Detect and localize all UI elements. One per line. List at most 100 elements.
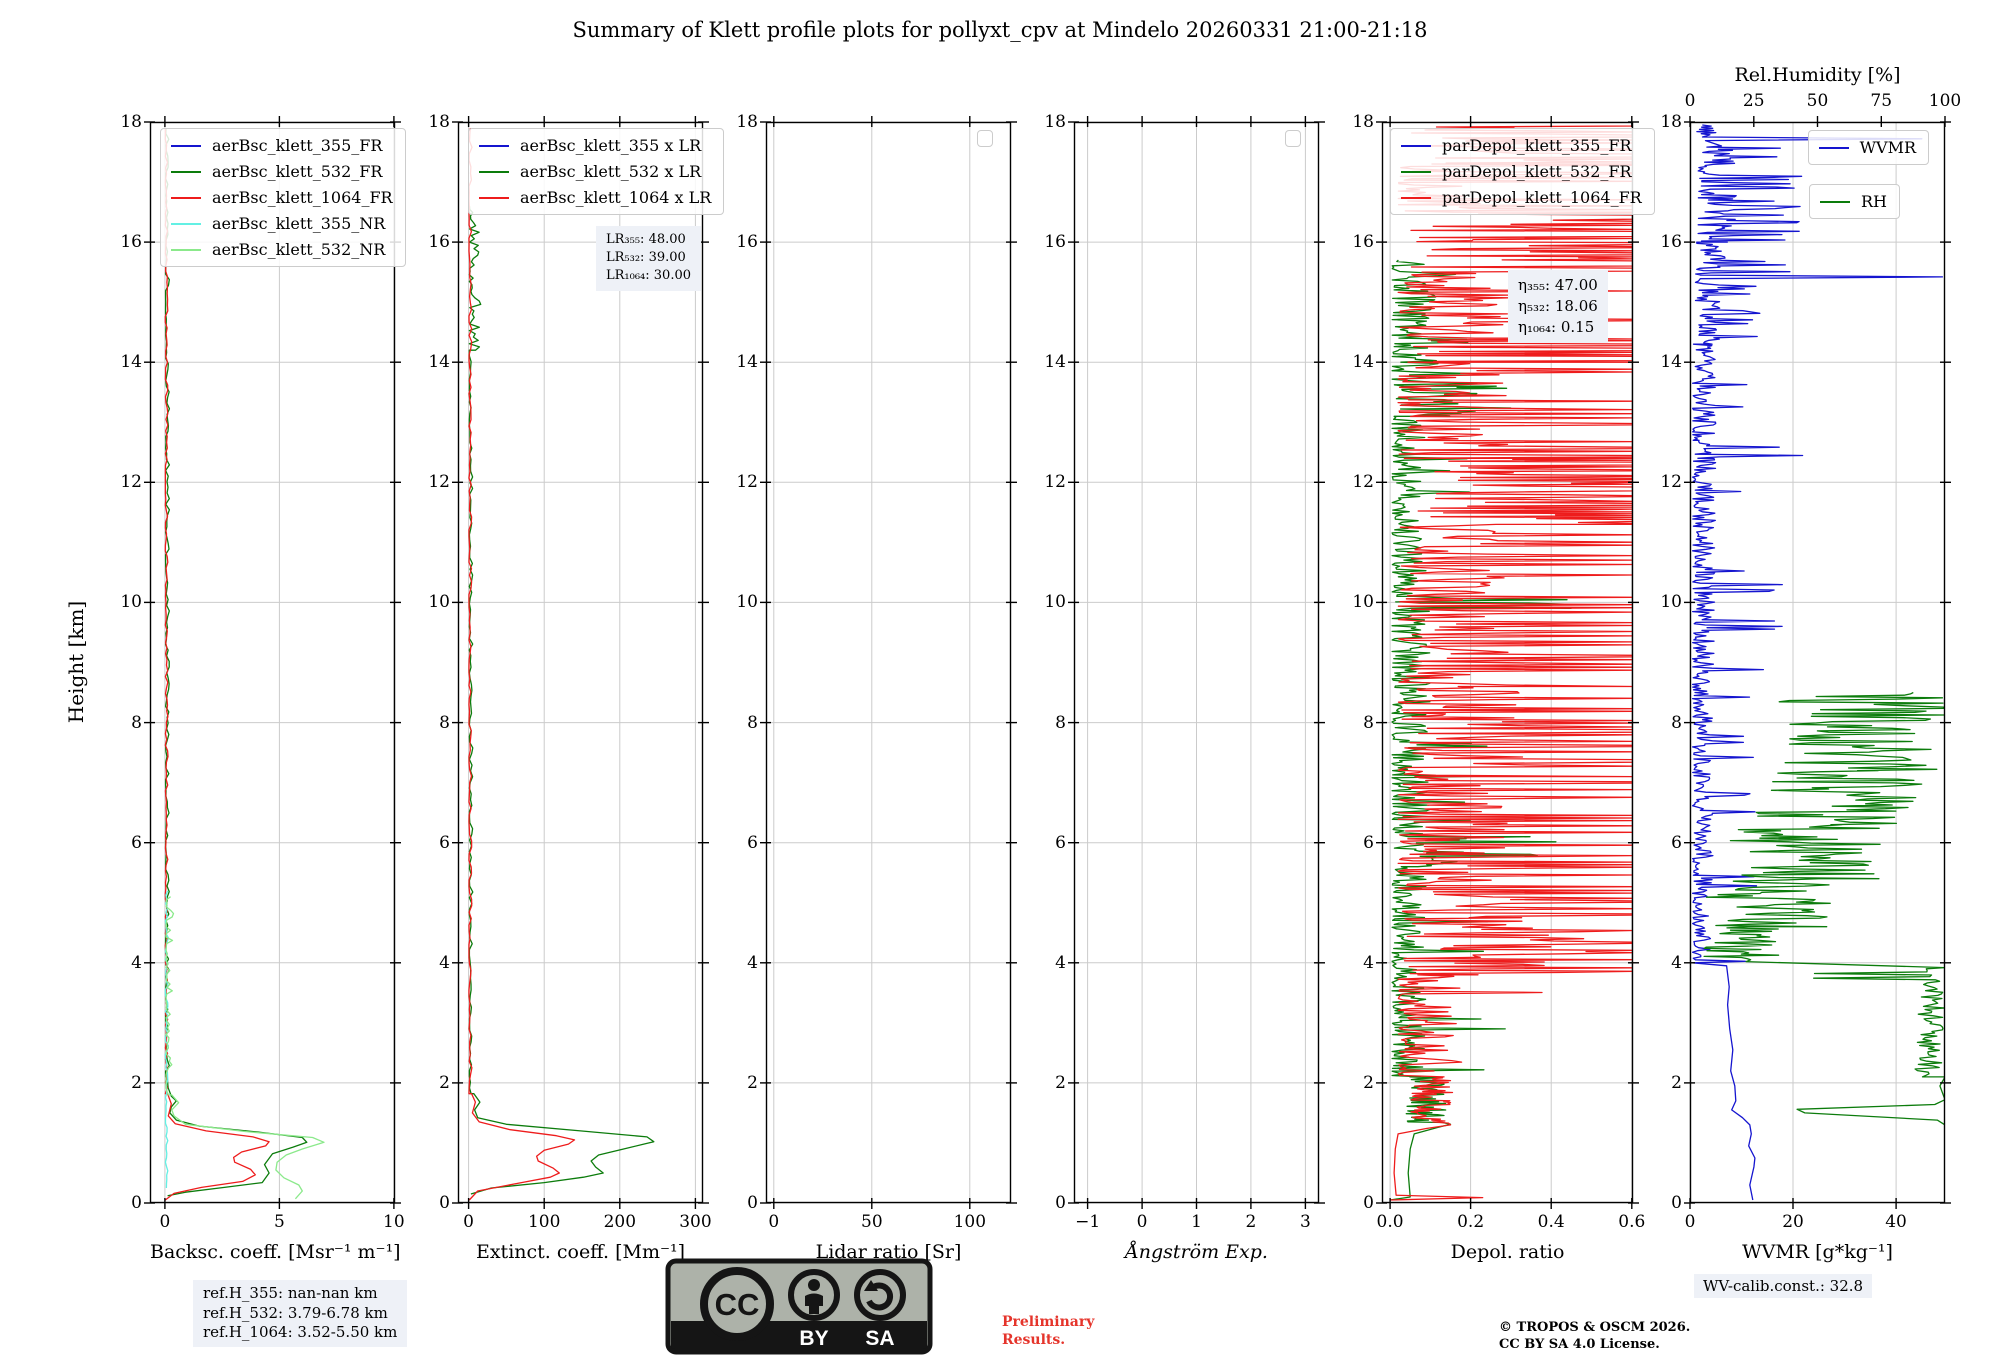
- plot-svg-angstroem: [1068, 116, 1325, 1209]
- y-tick-label: 18: [1044, 112, 1066, 132]
- legend-line-swatch: [171, 248, 201, 251]
- copyright-note: © TROPOS & OSCM 2026. CC BY SA 4.0 Licen…: [1499, 1320, 1691, 1352]
- legend: WVMR: [1807, 130, 1929, 165]
- y-tick-label: 6: [747, 832, 758, 853]
- x-tick-label: 10: [383, 1212, 405, 1232]
- y-tick-label: 2: [1055, 1072, 1066, 1093]
- y-tick-label: 0: [1363, 1193, 1374, 1213]
- legend-line-swatch: [1401, 196, 1431, 199]
- cc-by-label: BY: [799, 1327, 828, 1350]
- y-tick-label: 6: [131, 832, 142, 853]
- x-tick-label: 0: [768, 1212, 780, 1232]
- y-tick-label: 16: [120, 232, 142, 253]
- subplot-depol-ratio: 0 2 4 6 8 10 12 14 16 18 0.0 0.2 0.4 0.6 Depol. ratio p…: [1352, 112, 1655, 1263]
- axes-spines-ticks: [452, 116, 709, 1209]
- legend-item: parDepol_klett_355_FR: [1401, 136, 1642, 155]
- y-tick-label: 14: [1660, 352, 1682, 373]
- top-tick-label: 75: [1870, 91, 1893, 111]
- legend-item: aerBsc_klett_532_FR: [171, 162, 393, 181]
- subplot-backscatter: 0 2 4 6 8 10 12 14 16 18 0 5 10 Backsc. coeff. [Msr⁻¹…: [120, 112, 406, 1263]
- series-aerBsc_klett_1064 x LR: [468, 127, 576, 1201]
- ref-h-355: ref.H_355: nan-nan km: [203, 1284, 378, 1302]
- y-tick-label: 18: [428, 112, 450, 132]
- legend-item-label: aerBsc_klett_532 x LR: [520, 162, 702, 181]
- x-tick-label: 200: [603, 1212, 637, 1232]
- cc-by-sa-badge-art: CC BY SA: [665, 1258, 933, 1355]
- ref-h-532: ref.H_532: 3.79-6.78 km: [203, 1303, 388, 1322]
- x-axis-label: Lidar ratio [Sr]: [815, 1241, 962, 1263]
- plot-svg-depol-ratio: [1376, 116, 1639, 1209]
- y-tick-label: 18: [120, 112, 142, 132]
- y-tick-label: 0: [747, 1193, 758, 1213]
- legend-line-swatch: [1401, 170, 1431, 173]
- y-tick-label: 14: [428, 352, 450, 373]
- x-tick-label: 3: [1299, 1212, 1311, 1232]
- subplot-wvmr: 0 2 4 6 8 10 12 14 16 18 0 20 40 WVMR [g*kg⁻¹] 0 25 50 75…: [1660, 64, 1961, 1263]
- series-aerBsc_klett_1064_FR: [164, 128, 270, 1201]
- series-WVMR: [1691, 124, 1944, 1201]
- legend: aerBsc_klett_355_FR aerBsc_klett_532_FR ae…: [160, 128, 406, 267]
- attribution-person-icon: [788, 1269, 840, 1321]
- data-series: [468, 127, 655, 1201]
- y-tick-label: 2: [1671, 1072, 1682, 1093]
- ref-h-1064: ref.H_1064: 3.52-5.50 km: [203, 1323, 398, 1341]
- axes-spines-ticks: [1068, 116, 1325, 1209]
- axes-spines-ticks: [144, 116, 401, 1209]
- data-series: [1691, 124, 1945, 1201]
- legend-item: aerBsc_klett_355 x LR: [479, 136, 711, 155]
- y-tick-label: 12: [736, 472, 758, 493]
- wv-calibration-annotation: WV-calib.const.: 32.8: [1694, 1274, 1873, 1298]
- subplot-lidar-ratio: 0 2 4 6 8 10 12 14 16 18 0 50 100 Lidar ratio [Sr]: [736, 112, 1017, 1263]
- cc-by-sa-badge: CC BY SA: [665, 1258, 933, 1359]
- x-tick-label: 0: [1684, 1212, 1696, 1232]
- legend-item: aerBsc_klett_1064 x LR: [479, 188, 711, 207]
- legend-item: parDepol_klett_1064_FR: [1401, 188, 1642, 207]
- plot-svg-extinction: [452, 116, 709, 1209]
- x-tick-label: 5: [273, 1212, 285, 1232]
- top-tick-label: 100: [1928, 91, 1962, 111]
- y-tick-label: 2: [131, 1072, 142, 1093]
- y-tick-label: 16: [1352, 232, 1374, 253]
- y-tick-label: 12: [428, 472, 450, 493]
- y-tick-label: 18: [1352, 112, 1374, 132]
- annotation-line: η₁₀₆₄: 0.15: [1518, 318, 1595, 336]
- y-tick-label: 2: [439, 1072, 450, 1093]
- axes-spines-ticks: [1684, 116, 1951, 1209]
- legend-item-label: aerBsc_klett_355_NR: [212, 214, 386, 233]
- y-tick-label: 16: [736, 232, 758, 253]
- y-tick-label: 8: [1671, 712, 1682, 733]
- gridlines: [766, 121, 1011, 1204]
- legend-item: WVMR: [1818, 138, 1916, 157]
- y-tick-label: 16: [1660, 232, 1682, 253]
- legend: RH: [1809, 184, 1900, 219]
- annotation-line: LR₃₅₅: 48.00: [606, 232, 686, 247]
- annotation-box: LR₃₅₅: 48.00 LR₅₃₂: 39.00 LR₁₀₆₄: 30.00: [596, 226, 701, 291]
- reference-height-annotation: ref.H_355: nan-nan km ref.H_532: 3.79-6.…: [193, 1280, 408, 1347]
- y-tick-label: 18: [1660, 112, 1682, 132]
- data-series: [164, 127, 325, 1201]
- legend-item-label: RH: [1861, 192, 1887, 211]
- annotation-line: LR₁₀₆₄: 30.00: [606, 268, 691, 284]
- y-tick-label: 10: [428, 592, 450, 613]
- annotation-line: η₅₃₂: 18.06: [1518, 297, 1598, 315]
- x-tick-label: 0.0: [1376, 1212, 1404, 1232]
- y-tick-label: 8: [131, 712, 142, 733]
- x-tick-label: 0: [159, 1212, 171, 1232]
- y-tick-label: 8: [1363, 712, 1374, 733]
- annotation-line: η₃₅₅: 47.00: [1518, 276, 1598, 294]
- y-tick-label: 16: [1044, 232, 1066, 253]
- legend-item-label: aerBsc_klett_1064_FR: [212, 188, 393, 207]
- legend-item-label: aerBsc_klett_1064 x LR: [520, 188, 712, 207]
- series-aerBsc_klett_532_FR: [164, 127, 308, 1197]
- legend-line-swatch: [479, 196, 509, 199]
- x-tick-label: 300: [679, 1212, 712, 1232]
- y-tick-label: 10: [736, 592, 758, 613]
- x-tick-label: 0.6: [1618, 1212, 1646, 1232]
- legend-item-label: aerBsc_klett_532_FR: [212, 162, 383, 181]
- top-tick-label: 0: [1684, 91, 1696, 111]
- gridlines: [1074, 121, 1319, 1204]
- gridlines: [1689, 121, 1945, 1204]
- y-tick-label: 12: [1660, 472, 1682, 493]
- legend-line-swatch: [171, 196, 201, 199]
